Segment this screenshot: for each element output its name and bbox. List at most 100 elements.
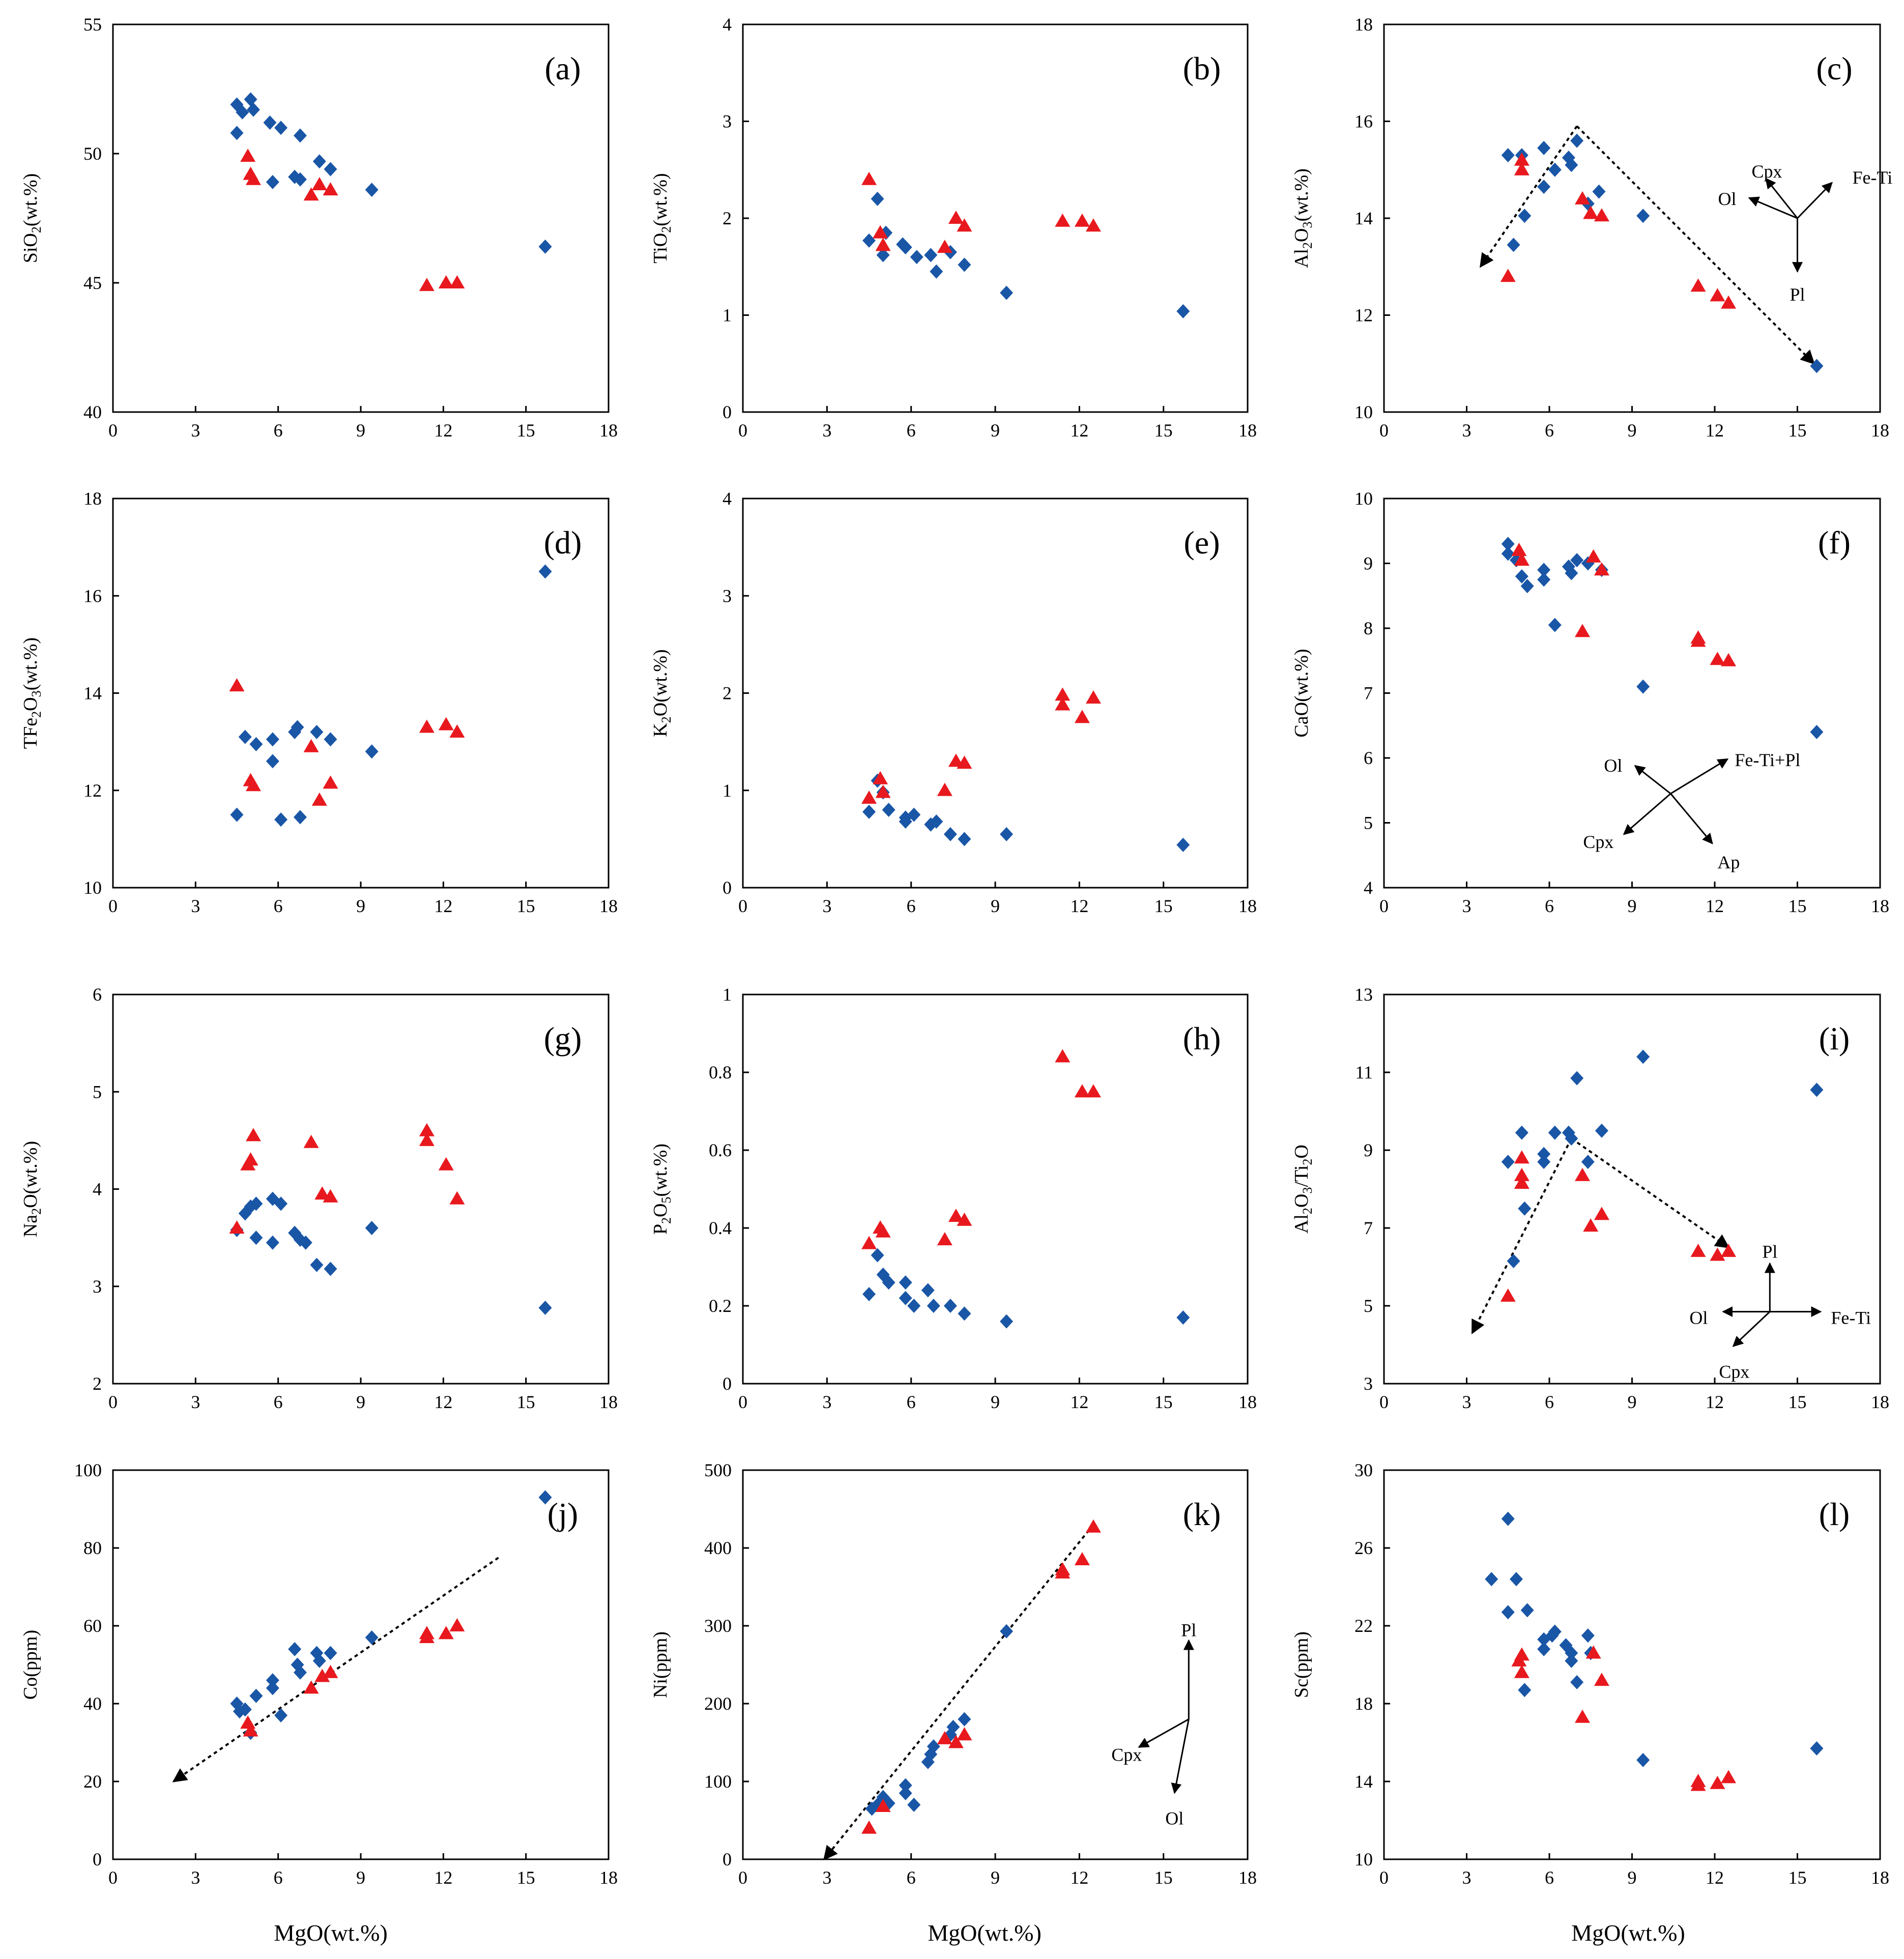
triangle-point <box>1575 191 1590 204</box>
triangle-point <box>875 238 891 251</box>
y-tick-label: 18 <box>1354 1693 1373 1714</box>
diamond-point <box>324 162 337 177</box>
x-tick-label: 0 <box>108 1867 118 1888</box>
diamond-point <box>249 737 263 751</box>
y-tick-label: 0.2 <box>709 1296 732 1316</box>
y-tick-label: 14 <box>1354 208 1373 228</box>
y-tick-label: 3 <box>723 111 732 132</box>
diamond-point <box>910 250 924 265</box>
triangle-point <box>245 778 261 792</box>
diamond-point <box>1176 1310 1190 1325</box>
x-tick-label: 15 <box>517 420 535 441</box>
diamond-point <box>230 126 244 140</box>
diamond-point <box>293 810 307 825</box>
triangle-point <box>1583 206 1599 219</box>
y-tick-label: 16 <box>1354 111 1373 132</box>
triangle-point <box>1594 562 1609 576</box>
x-tick-label: 12 <box>1070 420 1088 441</box>
triangle-point <box>1585 1645 1601 1659</box>
diamond-point <box>291 720 304 735</box>
triangle-point <box>1514 1167 1530 1181</box>
diamond-point <box>1548 1624 1562 1639</box>
x-tick-label: 18 <box>599 1867 618 1888</box>
x-tick-label: 3 <box>822 896 831 916</box>
x-tick-label: 15 <box>1788 1867 1807 1888</box>
vector-label: Fe-Ti <box>1831 1307 1871 1328</box>
triangle-point <box>1594 1673 1609 1686</box>
diamond-point <box>249 1231 263 1245</box>
diamond-point <box>1595 1123 1608 1138</box>
triangle-point <box>1575 1709 1590 1723</box>
diamond-point <box>288 1642 302 1656</box>
triangle-point <box>303 1134 319 1148</box>
triangle-point <box>861 1820 877 1834</box>
x-tick-label: 15 <box>1155 1392 1173 1412</box>
x-tick-label: 0 <box>108 1392 118 1412</box>
y-tick-label: 18 <box>1354 14 1373 35</box>
triangle-point <box>419 1132 435 1146</box>
triangle-point <box>1500 269 1516 282</box>
panel-d: 0 3 6 9 12 15 18 10 12 14 16 18 TFe2O3(wt.%) (d) <box>20 488 618 916</box>
triangle-point <box>1514 552 1530 566</box>
x-tick-label: 3 <box>191 1867 200 1888</box>
diamond-point <box>927 1299 940 1313</box>
panel-k: 0 3 6 9 12 15 18 0 100 200 300 400 500 Ni(ppm) (k) Pl Cp… <box>650 1460 1257 1888</box>
series-red-triangles <box>861 1519 1101 1834</box>
x-tick-label: 0 <box>1379 1867 1389 1888</box>
x-tick-label: 12 <box>1706 1392 1724 1412</box>
x-tick-label: 18 <box>599 896 618 916</box>
y-tick-label: 55 <box>83 14 102 35</box>
triangle-point <box>1074 1552 1090 1565</box>
diamond-point <box>299 1235 312 1250</box>
diamond-point <box>1581 1628 1595 1643</box>
diamond-point <box>1501 1511 1515 1526</box>
triangle-point <box>311 177 327 190</box>
x-tick-label: 0 <box>1379 1392 1389 1412</box>
x-tick-label: 18 <box>1871 1392 1889 1412</box>
x-tick-label: 12 <box>434 420 452 441</box>
y-tick-label: 8 <box>1364 618 1373 638</box>
vector-label: Ol <box>1718 189 1737 209</box>
y-tick-label: 40 <box>83 402 102 422</box>
diamond-point <box>249 1688 263 1703</box>
y-axis-label: Co(ppm) <box>20 1630 41 1700</box>
x-tick-label: 3 <box>1462 896 1472 916</box>
triangle-point <box>1085 690 1101 704</box>
y-axis-label: Sc(ppm) <box>1291 1631 1312 1698</box>
x-axis-title-col1: MgO(wt.%) <box>274 1920 388 1946</box>
vector-arrow <box>1670 758 1729 795</box>
triangle-point <box>937 782 953 796</box>
diamond-point <box>293 172 307 187</box>
x-tick-label: 6 <box>1545 896 1554 916</box>
vector-label: Cpx <box>1751 161 1782 182</box>
diamond-point <box>1537 140 1551 155</box>
diamond-point <box>958 257 971 272</box>
triangle-point <box>1690 1777 1706 1791</box>
x-tick-label: 6 <box>274 896 283 916</box>
diamond-point <box>1581 1154 1595 1169</box>
triangle-point <box>311 792 327 806</box>
triangle-point <box>419 1629 435 1643</box>
x-tick-label: 12 <box>1070 896 1088 916</box>
panel-a: 0 3 6 9 12 15 18 40 45 50 55 SiO2(wt.%) (a) <box>20 14 618 441</box>
triangle-point <box>323 182 338 196</box>
trend-line <box>1471 1138 1573 1335</box>
diamond-point <box>1565 1653 1578 1668</box>
diamond-point <box>1501 1605 1515 1620</box>
panel-letter: (g) <box>544 1020 582 1057</box>
diamond-point <box>930 264 943 279</box>
diamond-point <box>907 1797 921 1812</box>
triangle-point <box>1085 1519 1101 1533</box>
y-tick-label: 10 <box>1354 488 1373 509</box>
triangle-point <box>1710 1775 1725 1789</box>
triangle-point <box>1690 633 1706 647</box>
trend-line <box>172 1557 499 1782</box>
triangle-point <box>243 1152 258 1166</box>
y-tick-label: 2 <box>723 683 732 704</box>
diamond-point <box>266 732 279 747</box>
x-tick-label: 9 <box>356 1867 365 1888</box>
triangle-point <box>438 1626 454 1640</box>
x-tick-label: 15 <box>1788 1392 1807 1412</box>
